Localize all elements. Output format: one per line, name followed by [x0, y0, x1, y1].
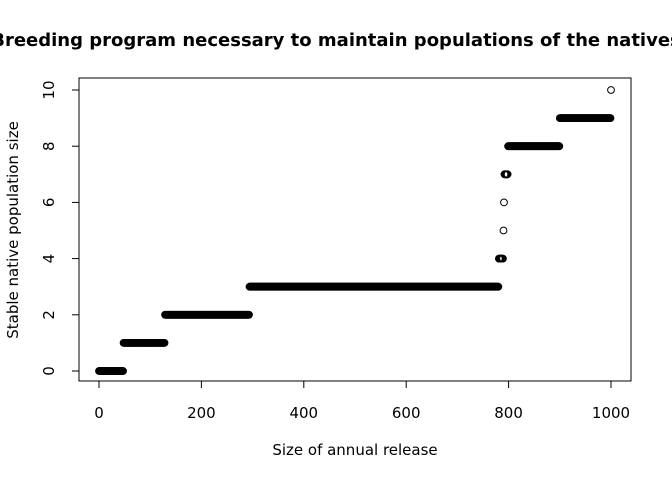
x-tick-label: 800	[494, 404, 523, 422]
y-tick-label: 6	[40, 198, 58, 208]
data-point	[503, 170, 512, 179]
y-tick-label: 8	[40, 141, 58, 151]
data-points	[95, 86, 615, 375]
data-point	[119, 367, 127, 375]
data-point	[494, 282, 503, 291]
y-axis: 0 2 4 6 8 10	[40, 80, 80, 376]
chart-title: Breeding program necessary to maintain p…	[0, 30, 672, 51]
data-point	[245, 310, 253, 319]
y-tick-label: 2	[40, 310, 58, 320]
data-point	[499, 226, 508, 235]
y-tick-label: 0	[40, 366, 58, 376]
data-point	[500, 198, 508, 207]
y-axis-label: Stable native population size	[4, 121, 22, 339]
plot-frame	[78, 77, 632, 382]
x-tick-label: 400	[289, 404, 318, 422]
x-axis-label: Size of annual release	[272, 441, 437, 459]
x-tick-label: 600	[392, 404, 421, 422]
data-point	[606, 114, 615, 122]
y-tick-label: 4	[40, 254, 58, 264]
y-tick-label: 10	[40, 80, 58, 99]
data-point	[160, 339, 169, 347]
data-point	[607, 86, 615, 94]
x-tick-label: 200	[187, 404, 216, 422]
data-point	[555, 142, 564, 151]
x-tick-label: 1000	[592, 404, 630, 422]
x-tick-label: 0	[94, 404, 104, 422]
data-point	[499, 254, 507, 263]
x-axis: 0 200 400 600 800 1000	[94, 380, 630, 422]
